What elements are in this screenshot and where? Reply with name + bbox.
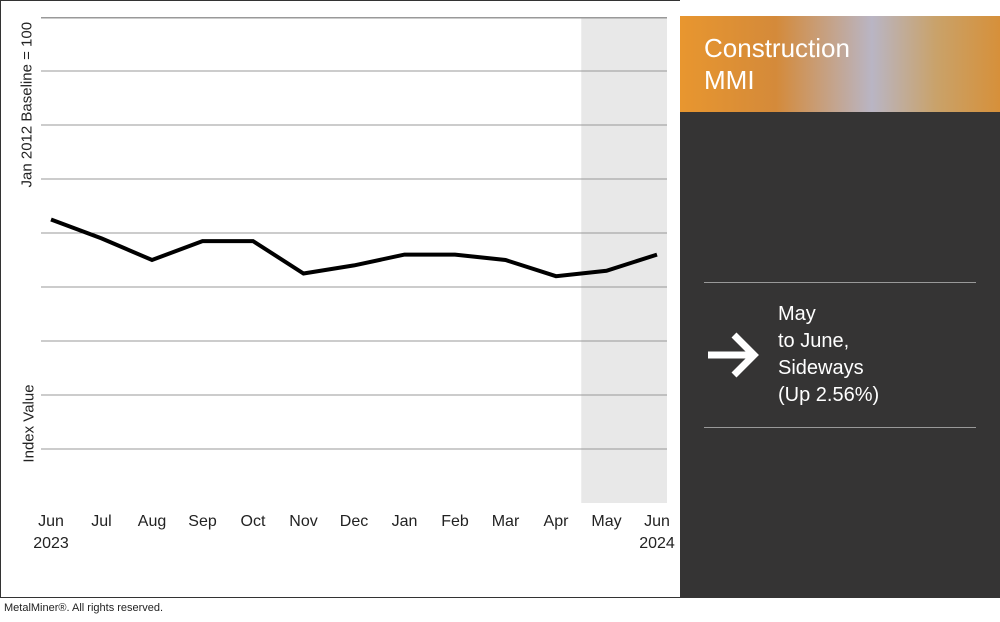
x-tick-label: Aug <box>138 513 166 531</box>
title-box: Construction MMI <box>680 16 1000 112</box>
x-year-start: 2023 <box>33 535 69 553</box>
x-tick-label: Jan <box>392 513 418 531</box>
summary-line-2: to June, <box>778 328 879 355</box>
line-chart <box>41 17 667 503</box>
sidebar: Construction MMI May to June, Side <box>680 0 1000 598</box>
y-axis-index-label: Index Value <box>21 364 38 484</box>
highlight-band <box>581 17 667 503</box>
x-tick-label: Feb <box>441 513 469 531</box>
x-year-end: 2024 <box>639 535 675 553</box>
title-line-2: MMI <box>704 64 976 97</box>
x-tick-label: Jun <box>38 513 64 531</box>
main-container: Jan 2012 Baseline = 100 Index Value JunJ… <box>0 0 1000 598</box>
x-tick-label: Nov <box>289 513 317 531</box>
x-tick-label: Mar <box>492 513 520 531</box>
y-axis-baseline-label: Jan 2012 Baseline = 100 <box>19 28 36 188</box>
summary-text: May to June, Sideways (Up 2.56%) <box>778 301 879 409</box>
x-tick-label: Dec <box>340 513 368 531</box>
x-tick-label: Oct <box>241 513 266 531</box>
data-series-line <box>51 220 657 277</box>
summary-line-4: (Up 2.56%) <box>778 382 879 409</box>
summary-row: May to June, Sideways (Up 2.56%) <box>704 283 976 427</box>
x-tick-label: Jul <box>91 513 111 531</box>
x-tick-label: Sep <box>188 513 216 531</box>
summary-line-3: Sideways <box>778 355 879 382</box>
x-tick-label: Apr <box>544 513 569 531</box>
arrow-right-icon <box>704 327 760 383</box>
x-tick-label: May <box>591 513 621 531</box>
summary-line-1: May <box>778 301 879 328</box>
summary-block: May to June, Sideways (Up 2.56%) <box>704 282 976 428</box>
divider-bottom <box>704 427 976 428</box>
chart-panel: Jan 2012 Baseline = 100 Index Value JunJ… <box>0 0 680 598</box>
gridlines <box>41 71 667 449</box>
footer-copyright: MetalMiner®. All rights reserved. <box>4 602 163 614</box>
x-axis: JunJulAugSepOctNovDecJanFebMarAprMayJun2… <box>41 507 667 567</box>
y-axis-labels: Jan 2012 Baseline = 100 Index Value <box>9 17 37 503</box>
sidebar-top-gap <box>680 0 1000 16</box>
sidebar-body: May to June, Sideways (Up 2.56%) <box>680 112 1000 598</box>
x-tick-label: Jun <box>644 513 670 531</box>
title-line-1: Construction <box>704 32 976 65</box>
